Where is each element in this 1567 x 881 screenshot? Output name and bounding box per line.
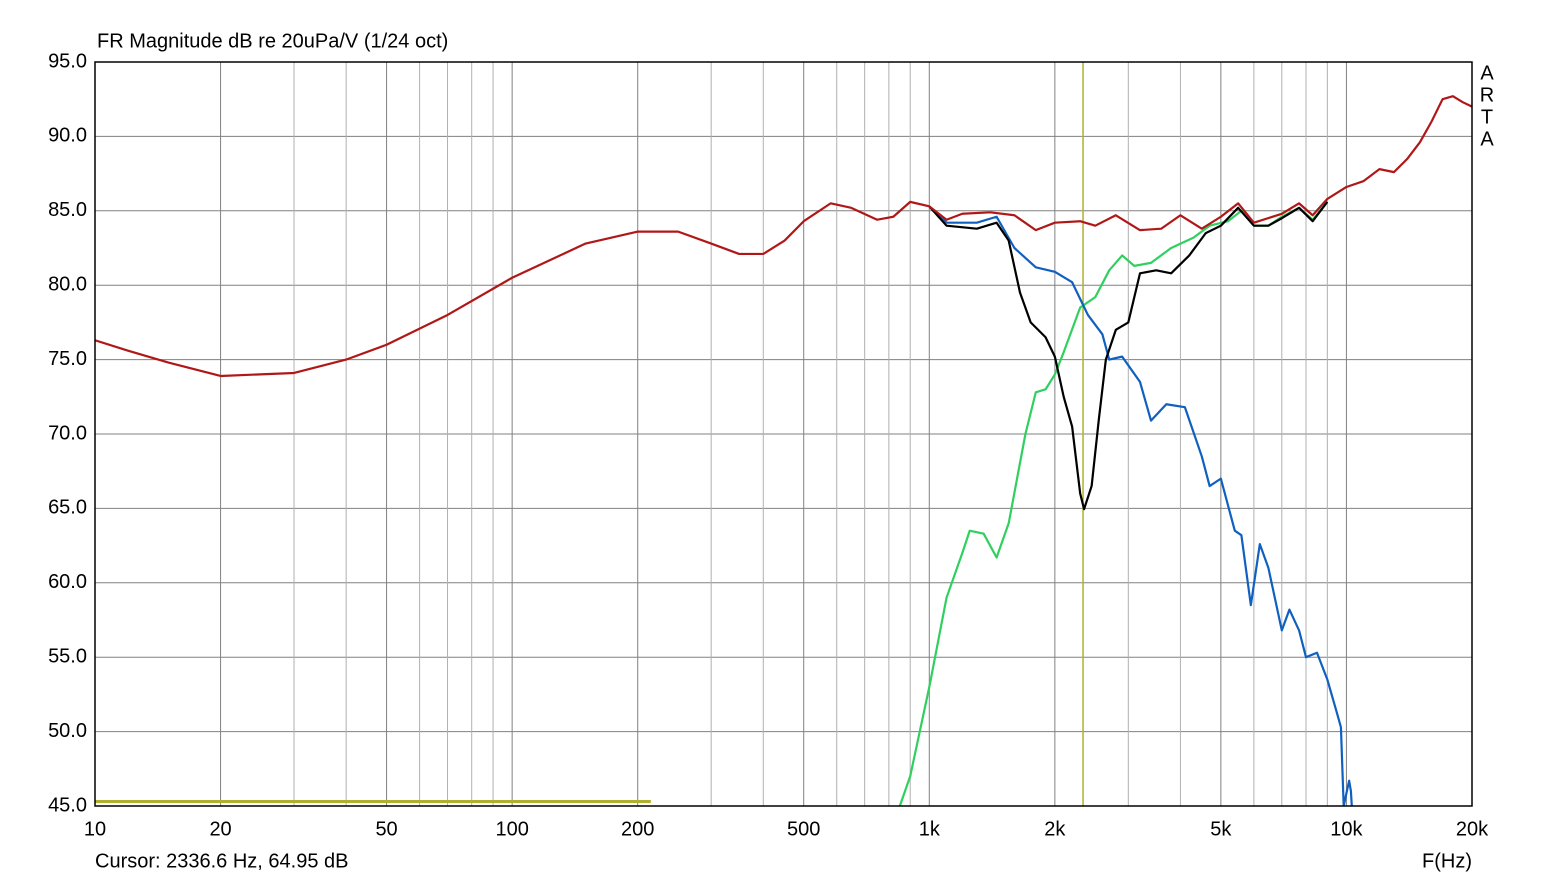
watermark-letter: R [1480,84,1494,106]
series-line [928,205,1353,806]
x-tick-label: 50 [375,818,397,840]
x-tick-label: 10k [1330,818,1363,840]
y-tick-label: 60.0 [48,571,87,593]
x-tick-label: 5k [1210,818,1232,840]
y-tick-label: 85.0 [48,199,87,221]
x-tick-label: 200 [621,818,654,840]
x-tick-label: 10 [84,818,106,840]
x-tick-label: 100 [495,818,528,840]
y-tick-label: 45.0 [48,794,87,816]
watermark-letter: T [1481,106,1493,128]
grid [94,61,1473,807]
x-tick-label: 20k [1456,818,1489,840]
series-line [928,201,1329,511]
y-tick-label: 80.0 [48,273,87,295]
watermark-letter: A [1480,62,1494,84]
cursor-readout: Cursor: 2336.6 Hz, 64.95 dB [95,850,348,872]
y-tick-label: 90.0 [48,125,87,147]
y-tick-label: 65.0 [48,497,87,519]
x-tick-label: 500 [787,818,820,840]
x-tick-label: 1k [919,818,941,840]
chart-title: FR Magnitude dB re 20uPa/V (1/24 oct) [97,30,448,52]
series-line [898,201,1329,806]
y-tick-label: 95.0 [48,50,87,72]
y-tick-label: 70.0 [48,422,87,444]
plot-area [95,62,1472,806]
y-tick-label: 50.0 [48,720,87,742]
series-line [95,95,1472,378]
watermark-letter: A [1480,128,1494,150]
y-tick-label: 55.0 [48,645,87,667]
plot-frame [94,61,1473,807]
y-tick-label: 75.0 [48,348,87,370]
x-tick-label: 2k [1044,818,1066,840]
x-tick-label: 20 [209,818,231,840]
x-axis-label: F(Hz) [1422,850,1472,872]
